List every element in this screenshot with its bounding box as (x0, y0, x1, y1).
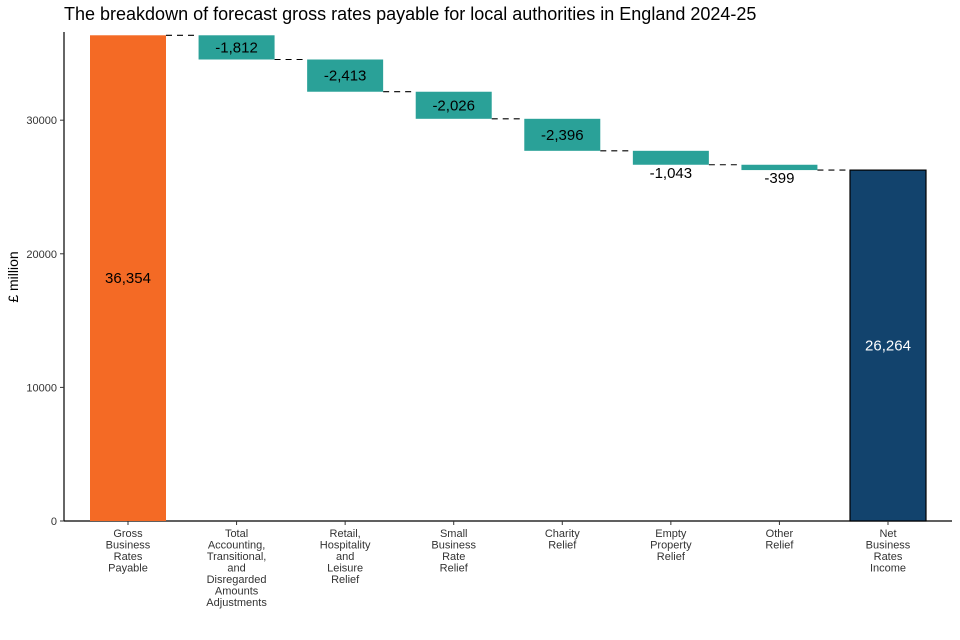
x-tick-label-line: Relief (657, 551, 686, 563)
data-label: -2,026 (432, 97, 475, 114)
x-tick-label-line: Other (766, 528, 794, 540)
decrease-bar (741, 164, 818, 171)
gross-bar (90, 35, 166, 522)
decrease-bar (632, 150, 709, 165)
data-label: -399 (764, 170, 794, 187)
x-tick-label-line: Business (866, 540, 911, 552)
decrease-bar (198, 35, 275, 60)
data-label: -1,812 (215, 39, 258, 56)
x-tick-label-line: Disregarded (207, 574, 267, 586)
y-axis-label: £ million (5, 251, 21, 302)
x-tick-label-line: Small (440, 528, 468, 540)
x-tick-label-line: Accounting, (208, 540, 265, 552)
x-tick-label-line: Business (106, 540, 151, 552)
x-tick-label-line: Retail, (330, 528, 361, 540)
decrease-bar (415, 91, 492, 119)
y-tick-label: 10000 (26, 382, 57, 394)
x-tick-label: Other Relief (765, 528, 794, 552)
decrease-bar (307, 59, 384, 92)
x-tick-label-line: Business (431, 540, 476, 552)
data-label: -2,413 (324, 68, 367, 85)
x-tick-label-line: Rate (442, 551, 465, 563)
x-tick-label-line: and (227, 563, 245, 575)
x-tick-label-line: Income (870, 563, 906, 575)
x-tick-label-line: Leisure (327, 563, 363, 575)
x-tick-label-line: Empty (655, 528, 687, 540)
x-tick-label-line: Relief (331, 574, 360, 586)
x-tick-label-line: Amounts (215, 586, 259, 598)
x-tick-label-line: Rates (874, 551, 903, 563)
x-tick-label: Total Accounting, Transitional, and Disregar… (206, 528, 267, 609)
x-tick-label-line: Property (650, 540, 692, 552)
x-tick-label: Small Business Rate Relief (431, 528, 476, 575)
x-tick-label-line: Gross (113, 528, 143, 540)
x-tick-label-line: Adjustments (206, 597, 267, 609)
plot-area: 0 10000 20000 30000 36,354 -1,812 -2,413 -2,026… (26, 32, 952, 609)
x-tick-label-line: and (336, 551, 354, 563)
x-tick-label-line: Relief (440, 563, 469, 575)
data-label: -1,043 (650, 165, 693, 182)
data-label: -2,396 (541, 127, 584, 144)
x-tick-label-line: Net (879, 528, 896, 540)
x-tick-label-line: Rates (114, 551, 143, 563)
chart-title: The breakdown of forecast gross rates pa… (64, 4, 756, 24)
x-tick-label: Retail, Hospitality and Leisure Relief (320, 528, 371, 586)
x-tick-label: Gross Business Rates Payable (106, 528, 151, 575)
decrease-bar (524, 118, 601, 151)
y-tick-label: 30000 (26, 115, 57, 127)
net-bar (849, 169, 927, 522)
x-tick-label-line: Relief (548, 540, 577, 552)
x-tick-label-line: Relief (765, 540, 794, 552)
x-tick-label: Empty Property Relief (650, 528, 692, 563)
x-tick-label-line: Transitional, (207, 551, 267, 563)
x-tick-label-line: Charity (545, 528, 580, 540)
data-label: 26,264 (865, 338, 911, 355)
x-tick-label-line: Payable (108, 563, 148, 575)
y-tick-label: 0 (51, 516, 57, 528)
x-tick-label-line: Hospitality (320, 540, 371, 552)
x-tick-label: Charity Relief (545, 528, 580, 552)
y-tick-label: 20000 (26, 249, 57, 261)
data-label: 36,354 (105, 270, 151, 287)
x-tick-label-line: Total (225, 528, 248, 540)
x-tick-label: Net Business Rates Income (866, 528, 911, 575)
